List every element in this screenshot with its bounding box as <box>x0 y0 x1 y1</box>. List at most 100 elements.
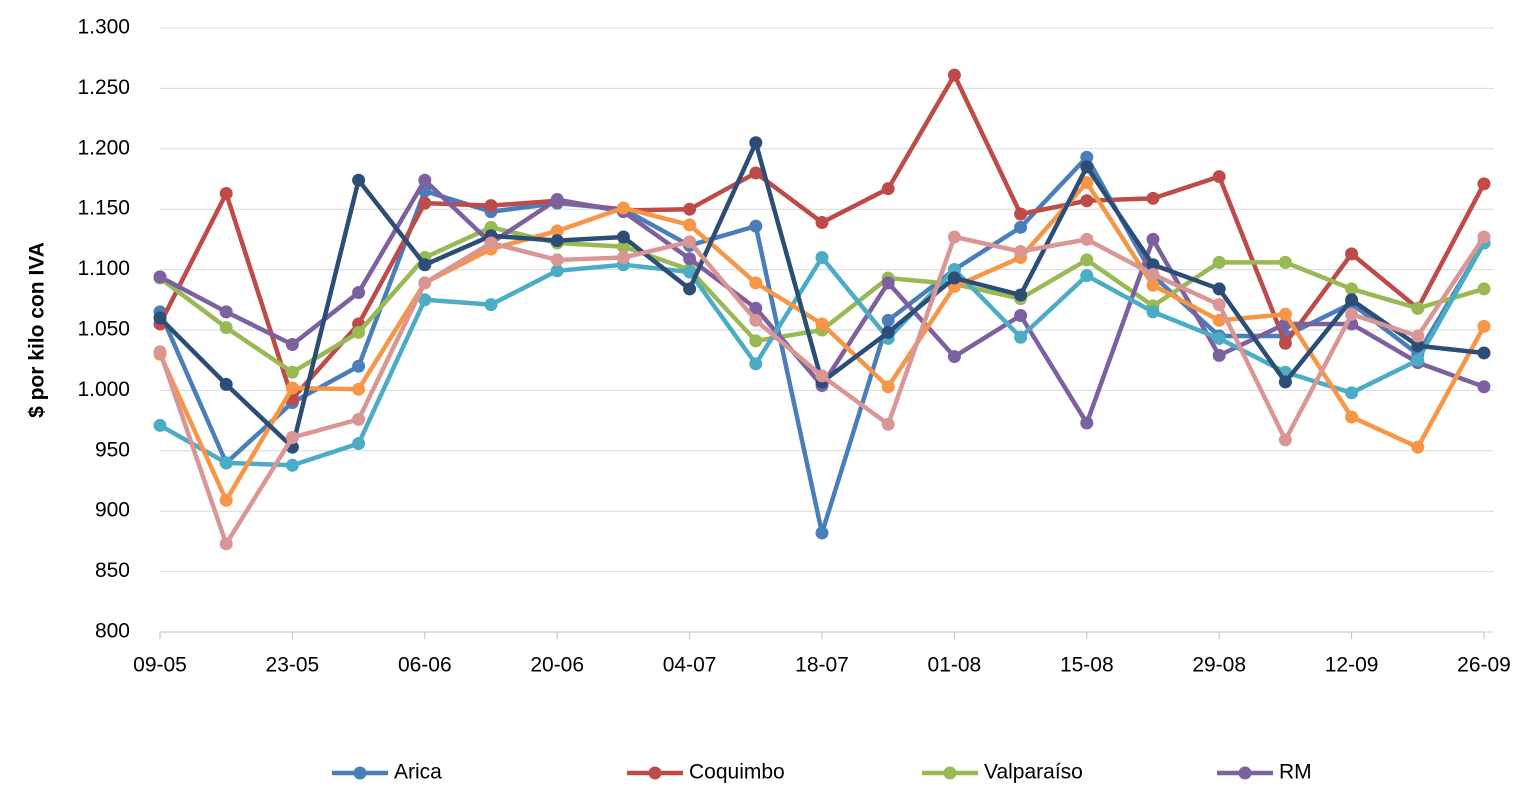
legend-marker <box>1238 766 1252 780</box>
y-tick-label: 850 <box>95 559 130 582</box>
legend-label: Valparaíso <box>984 761 1083 784</box>
data-point <box>616 251 630 265</box>
data-point <box>683 218 697 232</box>
data-point <box>1212 255 1226 269</box>
data-point <box>550 234 564 248</box>
data-point <box>219 537 233 551</box>
data-point <box>550 253 564 267</box>
x-tick-label: 01-08 <box>928 654 982 677</box>
data-point <box>219 377 233 391</box>
data-point <box>881 276 895 290</box>
data-point <box>1080 253 1094 267</box>
data-point <box>1345 293 1359 307</box>
data-point <box>352 286 366 300</box>
data-point <box>153 345 167 359</box>
data-point <box>616 201 630 215</box>
data-point <box>1477 230 1491 244</box>
x-tick-label: 26-09 <box>1457 654 1511 677</box>
data-point <box>1345 247 1359 261</box>
data-point <box>285 365 299 379</box>
data-point <box>815 215 829 229</box>
y-tick-label: 1.250 <box>77 76 130 99</box>
data-point <box>1278 375 1292 389</box>
data-point <box>1212 298 1226 312</box>
data-point <box>484 298 498 312</box>
data-point <box>1278 336 1292 350</box>
data-point <box>1212 282 1226 296</box>
data-point <box>815 317 829 331</box>
data-point <box>1278 433 1292 447</box>
data-point <box>1212 313 1226 327</box>
data-point <box>749 136 763 150</box>
data-point <box>550 224 564 238</box>
data-point <box>815 251 829 265</box>
data-point <box>352 359 366 373</box>
data-point <box>352 325 366 339</box>
data-point <box>1212 348 1226 362</box>
series-line <box>158 241 1486 468</box>
data-point <box>1080 176 1094 190</box>
data-point <box>1477 177 1491 191</box>
data-point <box>219 305 233 319</box>
data-point <box>1080 269 1094 283</box>
data-point <box>1014 244 1028 258</box>
data-point <box>683 235 697 249</box>
data-point <box>1411 329 1425 343</box>
x-tick-label: 09-05 <box>133 654 187 677</box>
y-tick-label: 1.150 <box>77 197 130 220</box>
data-point <box>815 526 829 540</box>
legend-label: RM <box>1279 761 1312 784</box>
data-point <box>683 252 697 266</box>
data-point <box>550 264 564 278</box>
data-point <box>484 199 498 213</box>
data-point <box>418 196 432 210</box>
data-point <box>1411 301 1425 315</box>
x-tick-label: 06-06 <box>398 654 452 677</box>
data-point <box>418 173 432 187</box>
data-point <box>749 276 763 290</box>
data-point <box>683 282 697 296</box>
series-line <box>157 72 1486 402</box>
data-point <box>947 230 961 244</box>
y-tick-label: 900 <box>95 499 130 522</box>
data-point <box>418 276 432 290</box>
data-point <box>749 313 763 327</box>
data-point <box>285 381 299 395</box>
data-point <box>749 219 763 233</box>
x-tick-label: 29-08 <box>1192 654 1246 677</box>
data-point <box>219 186 233 200</box>
data-point <box>1014 309 1028 323</box>
data-point <box>616 230 630 244</box>
data-point <box>616 240 630 254</box>
data-point <box>1477 319 1491 333</box>
y-tick-label: 950 <box>95 438 130 461</box>
data-point <box>1345 386 1359 400</box>
data-point <box>352 173 366 187</box>
data-point <box>947 68 961 82</box>
data-point <box>881 380 895 394</box>
data-point <box>881 417 895 431</box>
data-point <box>1080 160 1094 174</box>
data-point <box>815 369 829 383</box>
data-point <box>1014 330 1028 344</box>
data-point <box>418 258 432 272</box>
data-point <box>1080 416 1094 430</box>
data-point <box>881 325 895 339</box>
data-point <box>1278 307 1292 321</box>
data-point <box>153 418 167 432</box>
data-point <box>285 458 299 472</box>
data-point <box>749 334 763 348</box>
data-point <box>1411 339 1425 353</box>
data-point <box>219 456 233 470</box>
legend-label: Coquimbo <box>689 761 785 784</box>
data-point <box>1345 307 1359 321</box>
data-point <box>947 271 961 285</box>
data-point <box>1146 232 1160 246</box>
data-point <box>1080 150 1094 164</box>
data-point <box>1014 220 1028 234</box>
data-point <box>418 293 432 307</box>
data-point <box>1411 353 1425 367</box>
y-tick-label: 800 <box>95 620 130 643</box>
data-point <box>1146 278 1160 292</box>
